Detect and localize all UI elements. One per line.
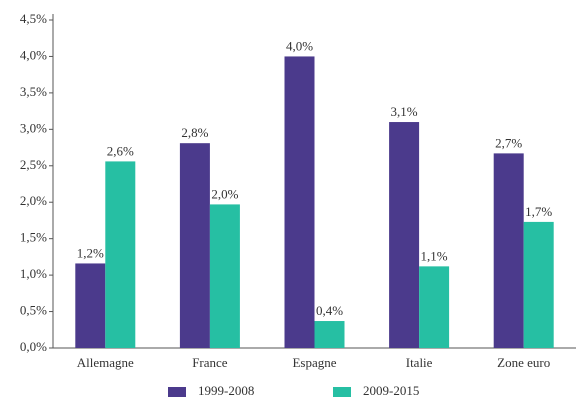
bar: [389, 122, 420, 349]
value-label: 0,4%: [316, 303, 343, 318]
value-label: 1,2%: [77, 245, 104, 260]
bar: [284, 56, 315, 348]
x-tick-label: Italie: [406, 355, 433, 370]
x-tick-label: Allemagne: [77, 355, 134, 370]
y-tick-label: 3,0%: [20, 120, 47, 135]
y-tick-label: 4,5%: [20, 11, 47, 26]
legend-label: 2009-2015: [363, 383, 419, 398]
value-label: 3,1%: [391, 104, 418, 119]
legend-swatch: [333, 387, 351, 397]
y-tick-label: 0,0%: [20, 339, 47, 354]
value-label: 1,1%: [421, 248, 448, 263]
y-tick-label: 2,5%: [20, 157, 47, 172]
x-tick-label: Zone euro: [497, 355, 550, 370]
value-label: 2,0%: [211, 186, 238, 201]
value-label: 1,7%: [525, 204, 552, 219]
y-tick-label: 3,5%: [20, 84, 47, 99]
value-label: 2,6%: [107, 143, 134, 158]
x-tick-label: Espagne: [292, 355, 336, 370]
bar: [75, 263, 106, 348]
x-tick-label: France: [192, 355, 228, 370]
bar: [523, 221, 554, 348]
y-tick-label: 2,0%: [20, 193, 47, 208]
value-label: 2,8%: [181, 125, 208, 140]
legend-swatch: [168, 387, 186, 397]
bar: [493, 153, 524, 348]
bar: [209, 204, 240, 348]
bar: [105, 161, 136, 348]
legend-label: 1999-2008: [198, 383, 254, 398]
bar: [314, 321, 345, 348]
y-tick-label: 0,5%: [20, 303, 47, 318]
bar: [419, 266, 450, 348]
y-tick-label: 1,5%: [20, 230, 47, 245]
y-tick-label: 4,0%: [20, 47, 47, 62]
bar: [179, 143, 210, 348]
value-label: 4,0%: [286, 38, 313, 53]
y-tick-label: 1,0%: [20, 266, 47, 281]
value-label: 2,7%: [495, 135, 522, 150]
